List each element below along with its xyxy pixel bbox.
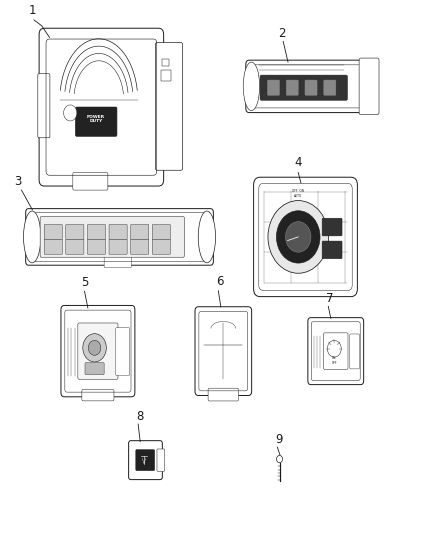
Text: 7: 7 [326,292,333,304]
FancyBboxPatch shape [78,323,118,379]
Text: 5: 5 [81,276,88,289]
FancyBboxPatch shape [324,333,348,369]
Circle shape [276,211,320,263]
FancyBboxPatch shape [305,80,317,95]
Text: 1: 1 [29,4,36,17]
Circle shape [286,222,311,252]
FancyBboxPatch shape [286,80,298,95]
FancyBboxPatch shape [152,239,170,254]
Text: ON
OFF: ON OFF [332,357,337,365]
FancyBboxPatch shape [88,224,106,239]
FancyBboxPatch shape [162,69,171,81]
Circle shape [276,456,283,463]
Text: 8: 8 [137,410,144,423]
FancyBboxPatch shape [162,59,169,67]
Ellipse shape [243,62,260,111]
FancyBboxPatch shape [129,441,162,480]
FancyBboxPatch shape [66,239,84,254]
Text: OFF  ON
AUTO: OFF ON AUTO [292,189,304,198]
Ellipse shape [24,211,41,263]
FancyBboxPatch shape [116,328,130,375]
FancyBboxPatch shape [254,177,357,297]
Text: 2: 2 [278,27,286,40]
FancyBboxPatch shape [152,224,170,239]
FancyBboxPatch shape [324,80,336,95]
FancyBboxPatch shape [66,224,84,239]
FancyBboxPatch shape [322,241,342,259]
FancyBboxPatch shape [268,80,279,95]
FancyBboxPatch shape [260,75,347,100]
FancyBboxPatch shape [26,208,213,265]
FancyBboxPatch shape [75,107,117,136]
Text: 3: 3 [14,175,21,188]
FancyBboxPatch shape [73,173,108,190]
FancyBboxPatch shape [39,28,164,186]
FancyBboxPatch shape [88,239,106,254]
FancyBboxPatch shape [208,388,239,401]
Text: 9: 9 [275,433,283,446]
FancyBboxPatch shape [104,256,131,268]
FancyBboxPatch shape [155,43,183,170]
FancyBboxPatch shape [136,450,155,471]
FancyBboxPatch shape [359,58,379,115]
FancyBboxPatch shape [109,224,127,239]
FancyBboxPatch shape [44,224,62,239]
Text: POWER
DUTY: POWER DUTY [87,115,105,123]
FancyBboxPatch shape [322,218,342,236]
Text: 6: 6 [216,276,223,288]
FancyBboxPatch shape [85,362,104,375]
Circle shape [64,105,77,121]
FancyBboxPatch shape [82,390,114,401]
FancyBboxPatch shape [38,74,50,138]
Text: 4: 4 [295,156,302,169]
FancyBboxPatch shape [195,306,252,395]
Circle shape [268,200,328,273]
FancyBboxPatch shape [131,239,149,254]
FancyBboxPatch shape [131,224,149,239]
FancyBboxPatch shape [350,334,360,369]
Circle shape [83,334,106,362]
FancyBboxPatch shape [157,449,165,471]
FancyBboxPatch shape [246,60,374,112]
FancyBboxPatch shape [40,216,184,257]
FancyBboxPatch shape [61,305,135,397]
FancyBboxPatch shape [44,239,62,254]
Ellipse shape [198,211,215,263]
Circle shape [327,341,341,357]
FancyBboxPatch shape [109,239,127,254]
Circle shape [88,341,101,356]
FancyBboxPatch shape [308,318,364,385]
